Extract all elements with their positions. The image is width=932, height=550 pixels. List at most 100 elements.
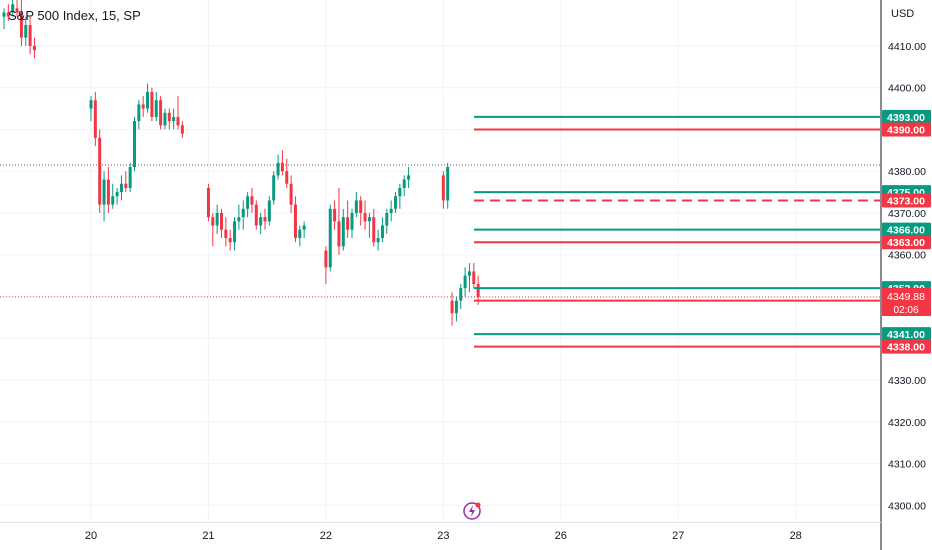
level-tag-label: 4366.00 <box>887 225 925 237</box>
candle-body <box>93 100 97 138</box>
candle-body <box>450 300 454 314</box>
candle-body <box>289 183 293 205</box>
level-tag-label: 4373.00 <box>887 195 925 207</box>
candle-body <box>224 229 228 239</box>
x-tick-label: 23 <box>437 530 449 542</box>
grid <box>0 0 880 522</box>
candle-body <box>350 212 354 230</box>
candle-body <box>328 208 332 268</box>
x-tick-label: 28 <box>790 530 802 542</box>
candle-body <box>115 192 119 197</box>
level-tag <box>882 222 931 237</box>
candles <box>2 0 480 326</box>
candle-body <box>367 217 371 222</box>
x-tick-label: 26 <box>555 530 567 542</box>
candle-body <box>6 12 10 17</box>
level-tag-label: 4390.00 <box>887 124 925 136</box>
candle-body <box>154 100 158 117</box>
candle-body <box>467 271 471 276</box>
candle-body <box>402 179 406 188</box>
candle-body <box>441 175 445 201</box>
candle-body <box>267 200 271 222</box>
candle-body <box>254 204 258 226</box>
candle-body <box>337 221 341 247</box>
x-tick-label: 22 <box>320 530 332 542</box>
candle-body <box>119 183 123 193</box>
candle-body <box>385 212 389 226</box>
candle-body <box>137 104 141 122</box>
level-tag <box>882 339 931 354</box>
level-tag <box>882 235 931 250</box>
candle-body <box>133 121 136 168</box>
y-tick-label: 4400.00 <box>888 83 926 95</box>
candle-body <box>324 250 328 268</box>
levels <box>474 115 880 348</box>
candle-body <box>363 212 367 222</box>
candle-body <box>89 100 93 109</box>
candle-body <box>124 183 128 188</box>
level-tag-label: 4393.00 <box>887 112 925 124</box>
level-tag <box>882 193 931 208</box>
candle-body <box>150 91 154 117</box>
y-tick-label: 4320.00 <box>888 417 926 429</box>
candle-body <box>180 125 184 134</box>
y-tick-label: 4330.00 <box>888 375 926 387</box>
last-price-label: 4349.88 <box>887 291 925 303</box>
y-tick-label: 4410.00 <box>888 41 926 53</box>
candle-body <box>302 225 306 230</box>
candle-body <box>372 217 376 243</box>
candle-body <box>206 187 210 218</box>
alert-badge <box>475 502 481 508</box>
alert-icon-group[interactable] <box>463 502 481 520</box>
y-tick-label: 4360.00 <box>888 250 926 262</box>
time-axis[interactable]: 20 21 22 23 26 27 28 <box>0 522 881 543</box>
level-tag <box>882 327 931 342</box>
x-tick-label: 21 <box>202 530 214 542</box>
level-tag-label: 4341.00 <box>887 329 925 341</box>
candle-body <box>341 217 345 247</box>
candle-body <box>19 12 23 38</box>
candle-body <box>407 175 411 180</box>
candle-body <box>472 271 476 284</box>
candle-body <box>298 229 302 239</box>
currency-label: USD <box>891 8 915 20</box>
candle-body <box>211 217 215 226</box>
candle-body <box>250 196 254 205</box>
candle-body <box>459 288 463 301</box>
candle-body <box>128 167 132 188</box>
candle-body <box>237 217 241 222</box>
level-tag <box>882 122 931 137</box>
price-axis[interactable]: 4300.004310.004320.004330.004340.004350.… <box>880 0 926 550</box>
candle-body <box>163 112 167 126</box>
countdown-label: 02:06 <box>893 305 918 316</box>
level-tag-label: 4363.00 <box>887 237 925 249</box>
candle-body <box>394 196 397 209</box>
candle-body <box>233 221 237 243</box>
candle-body <box>359 200 363 213</box>
candle-body <box>98 137 102 205</box>
chart-title: S&P 500 Index, 15, SP <box>8 8 141 23</box>
y-tick-label: 4370.00 <box>888 208 926 220</box>
candle-body <box>24 25 28 38</box>
last-price-tag <box>882 287 931 316</box>
candle-body <box>146 91 150 109</box>
x-tick-label: 27 <box>672 530 684 542</box>
x-tick-label: 20 <box>85 530 97 542</box>
candle-body <box>285 171 289 184</box>
candle-body <box>333 208 337 222</box>
candle-body <box>102 179 106 205</box>
candle-body <box>346 217 350 230</box>
candle-body <box>463 275 467 289</box>
lightning-bolt <box>469 505 475 517</box>
candle-body <box>215 212 219 226</box>
candle-body <box>11 4 15 13</box>
candle-body <box>354 200 358 213</box>
candle-body <box>293 204 297 239</box>
candle-body <box>246 196 250 209</box>
candle-body <box>167 112 171 122</box>
candle-body <box>446 167 450 201</box>
candle-body <box>280 162 284 172</box>
price-tags: 4393.004390.004375.004373.004366.004363.… <box>882 109 931 354</box>
candle-body <box>15 8 19 13</box>
